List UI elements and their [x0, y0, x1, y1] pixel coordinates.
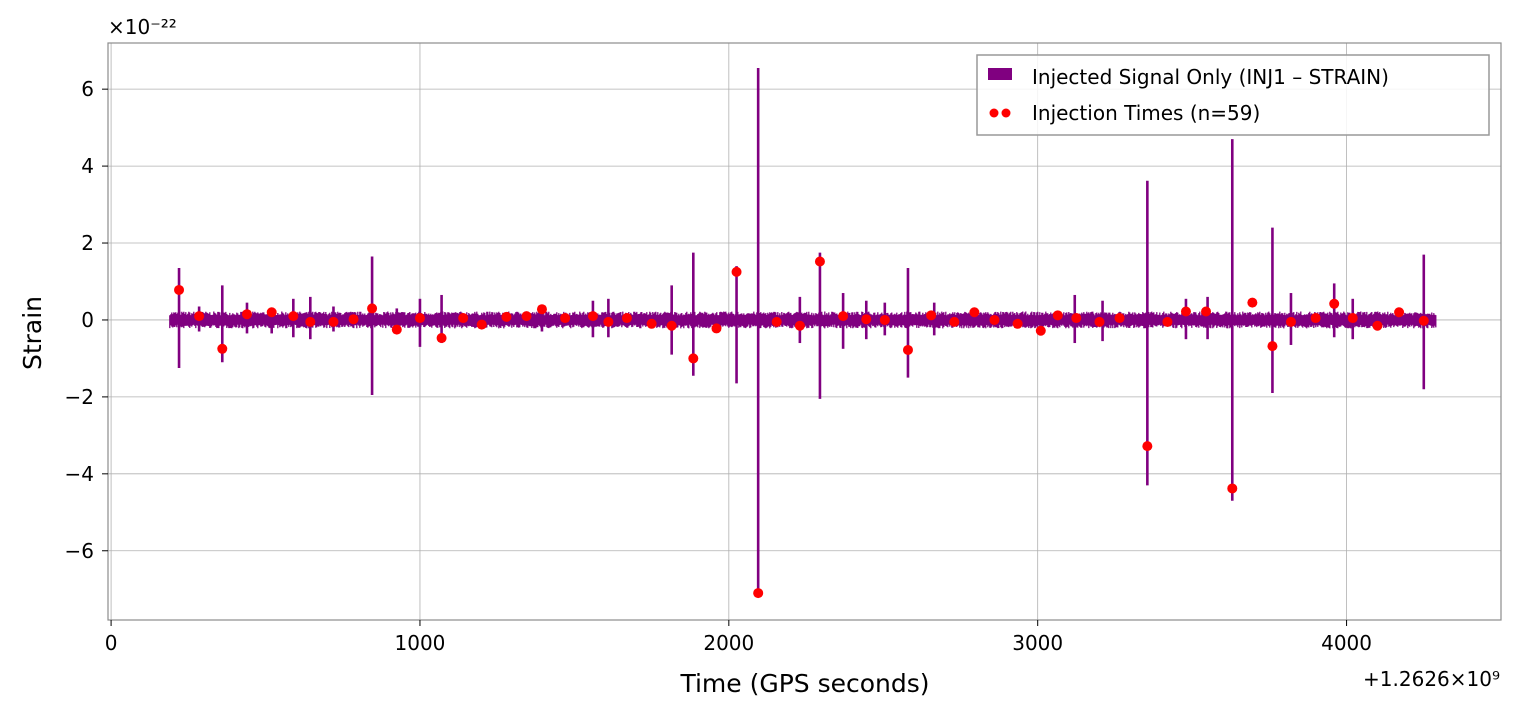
injection-point: [1201, 306, 1212, 317]
injection-point: [1180, 306, 1191, 317]
injection-point: [217, 343, 228, 354]
injection-point: [838, 311, 849, 322]
x-tick-label: 0: [105, 631, 118, 655]
injection-point: [926, 310, 937, 321]
injection-point: [476, 319, 487, 330]
injection-point: [771, 316, 782, 327]
x-offset-text: +1.2626×10⁹: [1363, 667, 1500, 691]
injection-point: [1114, 313, 1125, 324]
injection-point: [794, 320, 805, 331]
injection-point: [266, 307, 277, 318]
injection-point: [1329, 298, 1340, 309]
x-tick-label: 2000: [703, 631, 754, 655]
injection-point: [241, 309, 252, 320]
injection-point: [305, 316, 316, 327]
injection-point: [288, 311, 299, 322]
injection-point: [521, 311, 532, 322]
injection-point: [1418, 315, 1429, 326]
injection-point: [1285, 316, 1296, 327]
injection-point: [391, 324, 402, 335]
injection-point: [688, 353, 699, 364]
y-tick-label: −4: [65, 462, 94, 486]
y-axis-label: Strain: [18, 296, 47, 370]
injection-point: [414, 313, 425, 324]
injection-point: [753, 588, 764, 599]
injection-point: [621, 313, 632, 324]
injection-point: [536, 304, 547, 315]
injection-point: [711, 323, 722, 334]
y-tick-label: 6: [81, 77, 94, 101]
legend-label-injections: Injection Times (n=59): [1032, 101, 1260, 125]
injection-point: [328, 316, 339, 327]
injection-point: [1247, 297, 1258, 308]
plot-frame: [107, 42, 1502, 621]
injection-point: [1012, 318, 1023, 329]
injection-point: [174, 284, 185, 295]
injection-point: [989, 314, 1000, 325]
x-axis-label: Time (GPS seconds): [679, 669, 929, 698]
injection-point: [367, 303, 378, 314]
y-tick-label: −2: [65, 385, 94, 409]
injection-point: [1052, 310, 1063, 321]
injection-point: [902, 344, 913, 355]
y-scale-text: ×10⁻²²: [108, 15, 177, 39]
injection-point: [666, 320, 677, 331]
axes-frame: [107, 42, 1502, 621]
x-tick-label: 1000: [395, 631, 446, 655]
injection-point: [861, 314, 872, 325]
injection-point: [949, 316, 960, 327]
legend-marker-dot: [1001, 108, 1011, 118]
injection-point: [348, 314, 359, 325]
legend-swatch-signal: [988, 68, 1012, 80]
injection-point: [879, 314, 890, 325]
x-tick-label: 3000: [1012, 631, 1063, 655]
legend: Injected Signal Only (INJ1 – STRAIN) Inj…: [976, 54, 1490, 136]
x-tick-label: 4000: [1321, 631, 1372, 655]
y-tick-label: 0: [81, 308, 94, 332]
y-tick-label: −6: [65, 539, 94, 563]
injection-point: [1394, 307, 1405, 318]
injection-point: [458, 313, 469, 324]
injection-markers: [174, 256, 1429, 599]
injection-point: [646, 318, 657, 329]
y-tick-label: 2: [81, 231, 94, 255]
ticks: 0 1000 2000 3000 4000 −6 −4 −2 0 2 4 6: [65, 77, 1373, 655]
signal-series: [169, 68, 1437, 594]
injection-point: [194, 311, 205, 322]
injection-point: [1347, 313, 1358, 324]
legend-label-signal: Injected Signal Only (INJ1 – STRAIN): [1032, 65, 1389, 89]
injection-point: [1142, 441, 1153, 452]
injection-point: [1267, 341, 1278, 352]
legend-box: [976, 54, 1490, 136]
injection-point: [731, 266, 742, 277]
injection-point: [1071, 313, 1082, 324]
injection-point: [1094, 316, 1105, 327]
legend-marker-dot: [989, 108, 999, 118]
injection-point: [969, 307, 980, 318]
injection-point: [1372, 320, 1383, 331]
injection-point: [1035, 325, 1046, 336]
y-tick-label: 4: [81, 154, 94, 178]
injection-point: [1227, 483, 1238, 494]
injection-point: [1310, 313, 1321, 324]
injection-point: [814, 256, 825, 267]
injection-point: [587, 311, 598, 322]
injection-point: [436, 333, 447, 344]
injection-point: [1162, 316, 1173, 327]
injection-point: [501, 311, 512, 322]
injection-point: [603, 316, 614, 327]
injection-point: [560, 313, 571, 324]
